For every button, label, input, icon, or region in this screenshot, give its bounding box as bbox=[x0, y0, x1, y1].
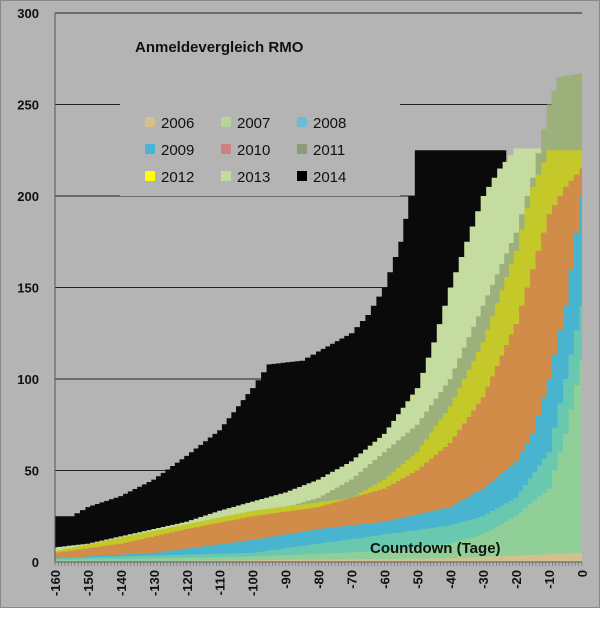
legend-swatch-2013 bbox=[221, 171, 231, 181]
legend-label-2007: 2007 bbox=[237, 115, 270, 132]
legend-label-2006: 2006 bbox=[161, 115, 194, 132]
area-series-2006 bbox=[55, 552, 582, 562]
legend-label-2012: 2012 bbox=[161, 169, 194, 186]
x-tick-label: -130 bbox=[147, 570, 162, 596]
legend-swatch-2014 bbox=[297, 171, 307, 181]
y-tick-label: 300 bbox=[17, 6, 39, 21]
x-tick-label: -40 bbox=[443, 570, 458, 589]
x-tick-label: -100 bbox=[246, 570, 261, 596]
y-tick-label: 50 bbox=[25, 464, 39, 479]
x-tick-label: -10 bbox=[542, 570, 557, 589]
x-tick-label: -110 bbox=[213, 570, 228, 595]
x-tick-label: 0 bbox=[575, 570, 590, 577]
x-tick-label: -20 bbox=[509, 570, 524, 589]
x-tick-label: -70 bbox=[344, 570, 359, 589]
x-tick-label: -90 bbox=[279, 570, 294, 589]
y-tick-label: 100 bbox=[17, 372, 39, 387]
x-axis-label: Countdown (Tage) bbox=[370, 540, 501, 557]
legend-swatch-2009 bbox=[145, 144, 155, 154]
legend-swatch-2010 bbox=[221, 144, 231, 154]
x-tick-label: -150 bbox=[81, 570, 96, 596]
x-tick-label: -120 bbox=[180, 570, 195, 596]
x-tick-label: -50 bbox=[410, 570, 425, 589]
legend-label-2011: 2011 bbox=[313, 142, 345, 159]
x-tick-label: -160 bbox=[48, 570, 63, 596]
legend-label-2010: 2010 bbox=[237, 142, 270, 159]
x-tick-label: -80 bbox=[312, 570, 327, 589]
legend-swatch-2012 bbox=[145, 171, 155, 181]
legend-label-2013: 2013 bbox=[237, 169, 270, 186]
x-tick-label: -140 bbox=[114, 570, 129, 596]
y-tick-label: 150 bbox=[17, 281, 39, 296]
legend-label-2008: 2008 bbox=[313, 115, 346, 132]
legend-swatch-2008 bbox=[297, 117, 307, 127]
x-tick-label: -30 bbox=[476, 570, 491, 589]
legend-box bbox=[120, 104, 400, 196]
area-series-2010 bbox=[55, 168, 582, 563]
area-series-2007 bbox=[55, 360, 582, 562]
legend: 2006 2007 2008 2009 2010 2011 2012 2013 2014 bbox=[120, 104, 400, 196]
legend-swatch-2006 bbox=[145, 117, 155, 127]
y-tick-label: 250 bbox=[17, 98, 39, 113]
legend-label-2014: 2014 bbox=[313, 169, 346, 186]
legend-label-2009: 2009 bbox=[161, 142, 194, 159]
legend-swatch-2011 bbox=[297, 144, 307, 154]
chart-title: Anmeldevergleich RMO bbox=[135, 39, 304, 56]
legend-swatch-2007 bbox=[221, 117, 231, 127]
x-tick-label: -60 bbox=[377, 570, 392, 589]
y-tick-label: 200 bbox=[17, 189, 39, 204]
y-tick-label: 0 bbox=[32, 555, 39, 570]
